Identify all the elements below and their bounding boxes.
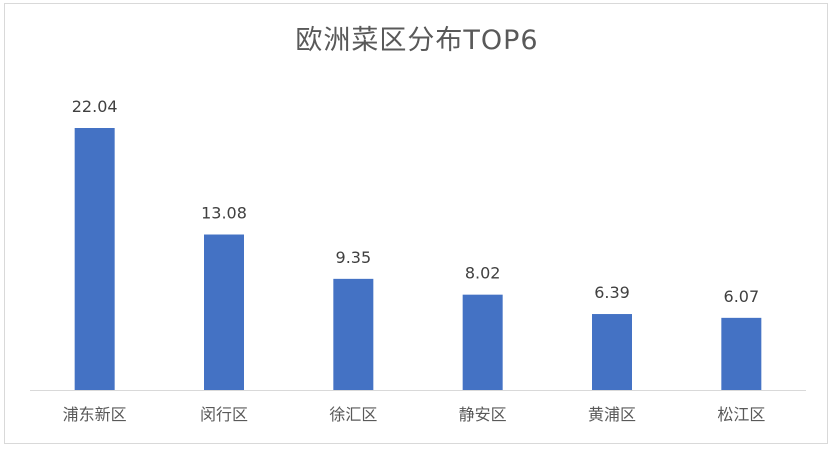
- value-label-2: 9.35: [336, 248, 372, 267]
- category-label-5: 松江区: [717, 405, 765, 424]
- category-label-0: 浦东新区: [63, 405, 127, 424]
- bar-4: [592, 314, 632, 390]
- value-label-4: 6.39: [594, 283, 630, 302]
- category-label-4: 黄浦区: [588, 405, 636, 424]
- bars-group: [74, 128, 762, 390]
- category-label-1: 闵行区: [200, 405, 248, 424]
- bar-2: [333, 278, 374, 390]
- chart-frame: [4, 3, 828, 444]
- bar-3: [462, 294, 503, 390]
- value-label-3: 8.02: [465, 264, 501, 283]
- value-label-0: 22.04: [72, 97, 118, 116]
- category-label-3: 静安区: [459, 405, 507, 424]
- value-label-1: 13.08: [201, 204, 247, 223]
- bar-5: [721, 317, 762, 390]
- category-label-2: 徐汇区: [329, 405, 377, 424]
- chart-title: 欧洲菜区分布TOP6: [295, 25, 539, 56]
- bar-0: [74, 128, 115, 390]
- value-labels-group: 22.04 13.08 9.35 8.02 6.39 6.07: [72, 97, 759, 306]
- bar-1: [204, 234, 244, 390]
- value-label-5: 6.07: [724, 287, 760, 306]
- category-labels-group: 浦东新区 闵行区 徐汇区 静安区 黄浦区 松江区: [63, 405, 766, 424]
